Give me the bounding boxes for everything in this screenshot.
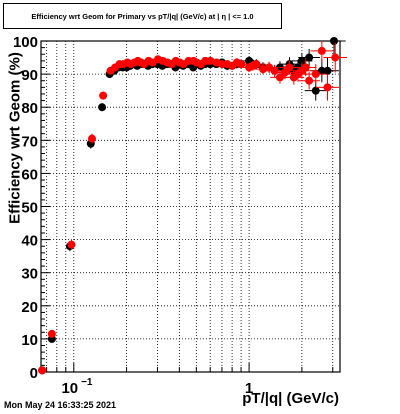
x-axis-label: pT/|q| (GeV/c) bbox=[242, 390, 339, 407]
data-point bbox=[38, 366, 47, 375]
data-point bbox=[47, 329, 56, 338]
x-tick-label: 1 bbox=[245, 380, 253, 397]
y-tick-label: 30 bbox=[21, 266, 38, 283]
x-tick-label: 10 bbox=[61, 380, 78, 397]
y-tick-label: 40 bbox=[21, 233, 38, 250]
y-tick-label: 0 bbox=[30, 365, 38, 382]
data-point bbox=[87, 134, 96, 143]
data-point bbox=[331, 53, 340, 62]
data-point bbox=[311, 86, 320, 95]
x-tick-label-exponent: −1 bbox=[81, 377, 93, 388]
data-point bbox=[275, 73, 284, 82]
axis-ticks bbox=[41, 40, 334, 373]
y-axis-label: Efficiency wrt Geom (%) bbox=[6, 52, 24, 224]
data-point bbox=[305, 76, 314, 85]
y-tick-label: 60 bbox=[21, 166, 38, 183]
data-point bbox=[297, 56, 306, 65]
plot-title-box: Efficiency wrt Geom for Primary vs pT/|q… bbox=[3, 3, 282, 29]
axes-frame bbox=[40, 40, 341, 373]
y-tick-label: 50 bbox=[21, 200, 38, 217]
data-point bbox=[98, 103, 107, 112]
data-point bbox=[317, 46, 326, 55]
y-tick-label: 90 bbox=[21, 67, 38, 84]
y-tick-label: 20 bbox=[21, 299, 38, 316]
data-point bbox=[323, 83, 332, 92]
plot-title: Efficiency wrt Geom for Primary vs pT/|q… bbox=[31, 11, 254, 21]
y-tick-label: 10 bbox=[21, 332, 38, 349]
data-point bbox=[305, 53, 314, 62]
y-tick-label: 80 bbox=[21, 100, 38, 117]
y-tick-label: 70 bbox=[21, 133, 38, 150]
grid-lines bbox=[41, 41, 340, 372]
y-tick-label: 100 bbox=[13, 34, 38, 51]
plot-frame bbox=[40, 40, 341, 373]
data-point bbox=[301, 63, 310, 72]
data-markers bbox=[38, 37, 347, 375]
data-point bbox=[99, 91, 108, 100]
data-point bbox=[311, 70, 320, 79]
data-point bbox=[323, 66, 332, 75]
data-point bbox=[237, 60, 246, 69]
data-point bbox=[252, 60, 261, 69]
data-point bbox=[67, 240, 76, 249]
data-point bbox=[330, 37, 339, 45]
data-point bbox=[285, 63, 294, 72]
timestamp-footer: Mon May 24 16:33:25 2021 bbox=[4, 400, 117, 410]
data-point bbox=[270, 66, 279, 75]
